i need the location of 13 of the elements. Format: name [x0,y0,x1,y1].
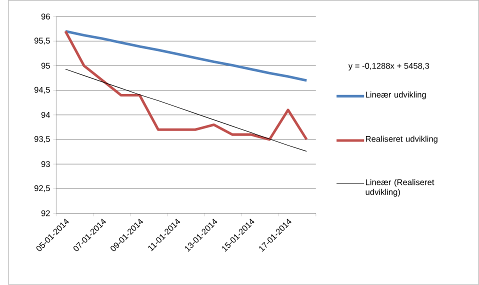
legend-label: Lineær udvikling [366,92,426,100]
legend-label: Lineær (Realiseret udvikling) [366,179,434,197]
y-tick-label: 94 [41,112,50,118]
y-tick-label: 93 [41,161,50,168]
legend-label: Realiseret udvikling [366,136,438,144]
y-tick-label: 92 [41,210,50,216]
y-tick-label: 94,5 [34,86,50,94]
y-tick-label: 96 [41,14,50,20]
y-tick-label: 93,5 [34,136,50,143]
text: y = -0,1288x + 5458,3 [348,62,430,71]
y-tick-label: 92,5 [34,185,50,192]
y-tick-label: 95 [41,62,50,69]
y-tick-label: 95,5 [34,38,50,45]
